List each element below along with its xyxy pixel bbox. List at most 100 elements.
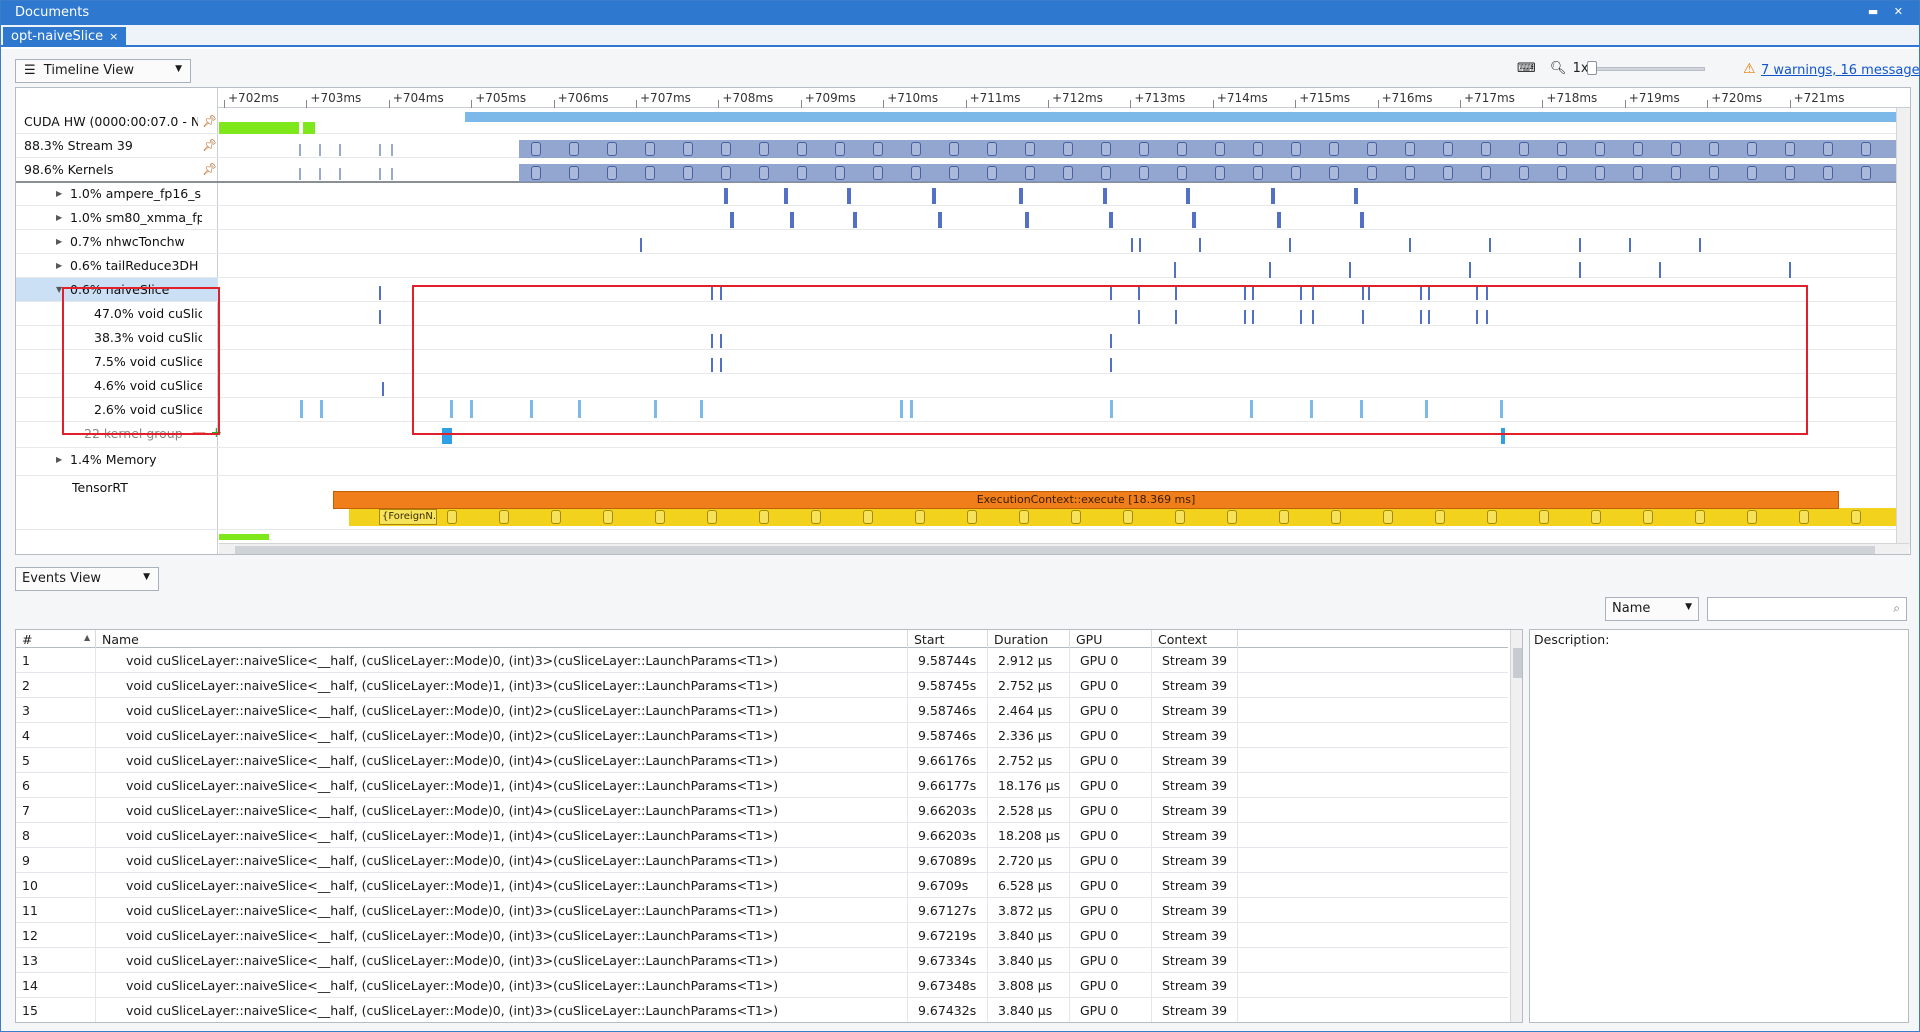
- expand-icon[interactable]: ▶: [56, 455, 63, 464]
- nhwc-kernel[interactable]: [1289, 238, 1291, 252]
- kernel-block[interactable]: [1633, 142, 1643, 156]
- kernel-block[interactable]: [1405, 142, 1415, 156]
- keyboard-icon[interactable]: ⌨: [1517, 61, 1536, 76]
- nhwc-kernel[interactable]: [1579, 238, 1581, 252]
- table-row[interactable]: 10 void cuSliceLayer::naiveSlice<__half, …: [16, 873, 1508, 898]
- table-row[interactable]: 11 void cuSliceLayer::naiveSlice<__half, …: [16, 898, 1508, 923]
- execution-context-bar[interactable]: ExecutionContext::execute [18.369 ms]: [333, 491, 1839, 509]
- trt-layer-block[interactable]: [1435, 510, 1445, 524]
- naiveslice-kernel[interactable]: [1486, 286, 1488, 300]
- timeline-row[interactable]: 4.6% void cuSliceLay: [16, 374, 1910, 398]
- nhwc-kernel[interactable]: [1131, 238, 1133, 252]
- trt-layer-block[interactable]: [915, 510, 925, 524]
- kernel-block[interactable]: [1177, 142, 1187, 156]
- sm80-kernel[interactable]: [853, 212, 857, 228]
- kernel-block[interactable]: [1025, 142, 1035, 156]
- kernel-block[interactable]: [1215, 166, 1225, 180]
- sort-ascending-icon[interactable]: ▲: [84, 633, 91, 642]
- kernel-block[interactable]: [1063, 166, 1073, 180]
- sm80-kernel[interactable]: [730, 212, 734, 228]
- tailreduce-kernel[interactable]: [1349, 262, 1351, 278]
- kernel-block[interactable]: [607, 142, 617, 156]
- kernel-block[interactable]: [797, 166, 807, 180]
- cuslice-kernel[interactable]: [1110, 358, 1112, 372]
- timeline-row[interactable]: 7.5% void cuSliceLay: [16, 350, 1910, 374]
- timeline-row[interactable]: CUDA HW (0000:00:07.0 - NV 📌︎: [16, 110, 1910, 134]
- kernel-block[interactable]: [721, 142, 731, 156]
- kernel-group-activity[interactable]: [700, 400, 703, 418]
- naiveslice-kernel[interactable]: [1420, 286, 1422, 300]
- trt-layer-block[interactable]: [1643, 510, 1653, 524]
- trt-layer-block[interactable]: [1279, 510, 1289, 524]
- ampere-kernel[interactable]: [724, 188, 728, 204]
- kernel-block[interactable]: [1481, 166, 1491, 180]
- cuslice-kernel[interactable]: [1486, 310, 1488, 324]
- pin-icon[interactable]: 📌︎: [202, 114, 218, 128]
- kernel-block[interactable]: [1291, 142, 1301, 156]
- tailreduce-kernel[interactable]: [1174, 262, 1176, 278]
- cuslice-kernel[interactable]: [382, 382, 384, 396]
- kernel-tick[interactable]: [391, 168, 393, 180]
- stream-tick[interactable]: [319, 144, 321, 156]
- kernel-block[interactable]: [873, 166, 883, 180]
- trt-layer-block[interactable]: [1331, 510, 1341, 524]
- stream-tick[interactable]: [391, 144, 393, 156]
- col-gpu-header[interactable]: GPU: [1070, 630, 1152, 648]
- kernel-block[interactable]: [1215, 142, 1225, 156]
- trt-layer-block[interactable]: [1851, 510, 1861, 524]
- table-row[interactable]: 12 void cuSliceLayer::naiveSlice<__half, …: [16, 923, 1508, 948]
- stream-tick[interactable]: [299, 144, 301, 156]
- cuslice-kernel[interactable]: [711, 334, 713, 348]
- timeline-row[interactable]: ▶ 0.6% tailReduce3DH: [16, 254, 1910, 278]
- trt-layer-block[interactable]: [1799, 510, 1809, 524]
- kernel-block[interactable]: [987, 166, 997, 180]
- kernel-block[interactable]: [911, 142, 921, 156]
- expand-icon[interactable]: ▶: [56, 213, 63, 222]
- expand-icon[interactable]: ▶: [56, 189, 63, 198]
- table-row[interactable]: 8 void cuSliceLayer::naiveSlice<__half, (…: [16, 823, 1508, 848]
- cuslice-kernel[interactable]: [1300, 310, 1302, 324]
- kernel-block[interactable]: [1101, 142, 1111, 156]
- table-row[interactable]: 5 void cuSliceLayer::naiveSlice<__half, (…: [16, 748, 1508, 773]
- naiveslice-kernel[interactable]: [1300, 286, 1302, 300]
- cuslice-kernel[interactable]: [1362, 310, 1364, 324]
- kernel-block[interactable]: [1671, 166, 1681, 180]
- filter-field-select[interactable]: Name ▼: [1605, 597, 1699, 621]
- zoom-slider-handle[interactable]: [1587, 61, 1597, 75]
- kernel-block[interactable]: [1861, 142, 1871, 156]
- warnings-link[interactable]: 7 warnings, 16 messages: [1761, 63, 1920, 78]
- kernel-block[interactable]: [1177, 166, 1187, 180]
- naiveslice-kernel[interactable]: [1476, 286, 1478, 300]
- kernel-block[interactable]: [759, 166, 769, 180]
- kernel-block[interactable]: [1557, 166, 1567, 180]
- stream-tick[interactable]: [379, 144, 381, 156]
- kernel-block[interactable]: [1367, 142, 1377, 156]
- kernel-tick[interactable]: [319, 168, 321, 180]
- kernel-block[interactable]: [1633, 166, 1643, 180]
- sm80-kernel[interactable]: [1277, 212, 1281, 228]
- kernel-group-activity[interactable]: [470, 400, 473, 418]
- table-row[interactable]: 4 void cuSliceLayer::naiveSlice<__half, (…: [16, 723, 1508, 748]
- col-index-header[interactable]: #: [16, 630, 96, 648]
- horizontal-scroll-thumb[interactable]: [235, 546, 1875, 554]
- trt-layer-block[interactable]: [499, 510, 509, 524]
- kernel-group-activity[interactable]: [1425, 400, 1428, 418]
- pin-icon[interactable]: 📌︎: [202, 162, 218, 176]
- kernel-block[interactable]: [1443, 166, 1453, 180]
- kernel-block[interactable]: [1785, 142, 1795, 156]
- kernel-block[interactable]: [873, 142, 883, 156]
- kernel-block[interactable]: [987, 142, 997, 156]
- ampere-kernel[interactable]: [1186, 188, 1190, 204]
- kernel-group-activity[interactable]: [320, 400, 323, 418]
- naiveslice-kernel[interactable]: [1252, 286, 1254, 300]
- naiveslice-kernel[interactable]: [1312, 286, 1314, 300]
- hw-activity-band[interactable]: [465, 112, 1910, 122]
- trt-layer-block[interactable]: [1175, 510, 1185, 524]
- kernel-block[interactable]: [569, 166, 579, 180]
- kernel-group-activity[interactable]: [910, 400, 913, 418]
- nhwc-kernel[interactable]: [640, 238, 642, 252]
- ampere-kernel[interactable]: [1271, 188, 1275, 204]
- kernel-block[interactable]: [607, 166, 617, 180]
- trt-layer-block[interactable]: [863, 510, 873, 524]
- naiveslice-kernel[interactable]: [1175, 286, 1177, 300]
